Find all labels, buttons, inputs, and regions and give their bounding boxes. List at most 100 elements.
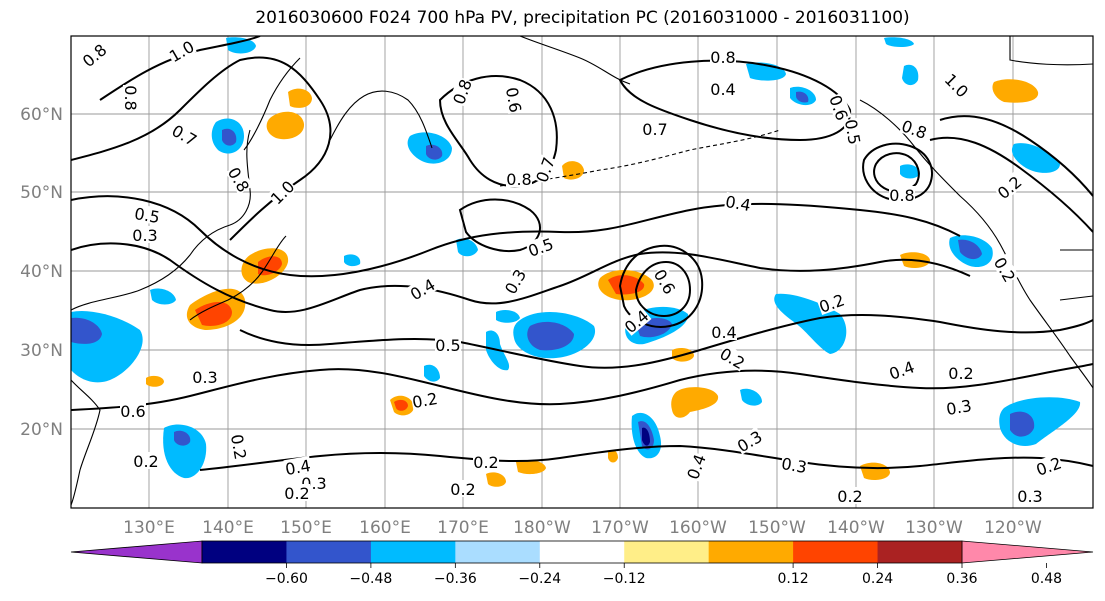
pv-contour-line (199, 444, 1093, 471)
contour-label-bg (506, 170, 532, 187)
precip-patch (288, 88, 312, 108)
colorbar-swatch (370, 541, 456, 563)
contour-label: 0.5 (841, 118, 864, 146)
colorbar-tick-label: −0.60 (265, 571, 308, 587)
pv-contour-line (458, 198, 541, 252)
contour-label-bg (228, 432, 251, 462)
graticule (71, 36, 1093, 508)
contour-label: 0.3 (945, 396, 973, 419)
longitude-label: 140°E (202, 518, 254, 538)
precip-patch (1010, 411, 1035, 437)
contour-label: 0.4 (711, 323, 736, 342)
colorbar: −0.60 −0.48 −0.36 −0.24 −0.12 0.12 0.24 0.36 0.4… (70, 540, 1094, 587)
contour-label-group: 0.4 (710, 80, 736, 99)
longitude-label: 180°W (513, 518, 571, 538)
contour-label-bg (500, 265, 529, 297)
precip-patch (344, 254, 361, 267)
contour-label-bg (132, 203, 162, 226)
contour-label-group: 0.5 (841, 117, 865, 146)
colorbar-swatch (202, 541, 287, 563)
contour-label-bg (133, 452, 159, 469)
pv-contour-line (929, 136, 1093, 233)
contour-label-bg (816, 290, 847, 316)
contour-label-bg (120, 402, 146, 419)
longitude-label: 130°E (123, 518, 175, 538)
contour-label-group: 0.2 (837, 487, 863, 506)
longitude-label: 150°W (748, 518, 806, 538)
precip-shading (71, 37, 1081, 487)
contour-label-group: 0.2 (227, 432, 251, 462)
contour-label: 0.6 (502, 86, 525, 114)
colorbar-tick-label: 0.12 (778, 571, 809, 587)
contour-label-group: 0.4 (724, 191, 753, 215)
precip-patch (496, 310, 520, 323)
contour-label: 0.4 (284, 456, 312, 479)
contour-label: 0.7 (642, 120, 667, 139)
colorbar-tick-label: 0.24 (862, 571, 893, 587)
pv-contours (71, 36, 1093, 471)
precip-patch (424, 364, 440, 382)
contour-label-bg (733, 426, 765, 455)
precip-patch (195, 302, 232, 326)
colorbar-tick-label: −0.24 (518, 571, 561, 587)
contour-label: 0.3 (192, 368, 217, 387)
contour-label-bg (225, 163, 254, 195)
contour-label-bg (710, 80, 736, 97)
contour-labels: 0.8 1.00.80.70.50.31.00.80.80.70.60.80.70… (78, 36, 1064, 506)
latitude-label: 20°N (20, 420, 63, 440)
contour-label-group: 0.8 (506, 170, 532, 189)
precip-patch (958, 239, 982, 260)
precip-patch (226, 37, 256, 54)
contour-label: 0.4 (710, 80, 735, 99)
contour-label-bg (642, 120, 668, 137)
pv-contour-line (862, 142, 933, 202)
latitude-labels: 60°N 50°N 40°N 30°N 20°N (20, 105, 63, 440)
us-mexico-border (1059, 295, 1093, 301)
contour-label-group: 0.3 (1017, 487, 1043, 506)
contour-label: 0.3 (1017, 487, 1042, 506)
contour-label-bg (993, 171, 1025, 202)
contour-label-bg (948, 364, 974, 381)
precip-patch (992, 79, 1039, 103)
contour-label-group: 0.8 (889, 186, 915, 205)
china-coastline (71, 379, 101, 506)
contour-label-group: 0.3 (132, 226, 158, 245)
colorbar-extend-max (961, 540, 1094, 564)
japan-coastline (189, 235, 287, 321)
contour-label: 0.4 (724, 192, 752, 215)
sakhalin-coastline (243, 57, 301, 151)
colorbar-swatch (286, 541, 372, 563)
north-america-coastline (859, 99, 1093, 389)
map-frame (70, 35, 1094, 509)
contour-label-bg (192, 368, 218, 385)
pv-contour-line (239, 314, 1093, 369)
contour-label-bg (283, 455, 313, 478)
precip-patch (1011, 143, 1060, 173)
longitude-label: 140°W (827, 518, 885, 538)
contour-label-group: 0.3 (192, 368, 218, 387)
colorbar-swatch (793, 541, 879, 563)
contour-label-bg (941, 69, 973, 101)
contour-label-bg (944, 395, 974, 418)
contour-label-bg (991, 253, 1020, 285)
precip-patch (608, 450, 618, 463)
precip-patch (884, 37, 914, 47)
colorbar-outline (201, 540, 963, 564)
alaska-border (1009, 36, 1093, 66)
contour-label-bg (779, 453, 809, 476)
contour-label: 0.8 (506, 170, 531, 189)
colorbar-swatch (539, 541, 625, 563)
contour-label-group: 0.2 (948, 364, 974, 383)
longitude-label: 130°W (905, 518, 963, 538)
contour-label-group: 0.2 (133, 452, 159, 471)
precip-patch (174, 430, 191, 446)
colorbar-extend-min (70, 540, 203, 564)
longitude-labels: 130°E 140°E 150°E 160°E 170°E 180°W 170°W 160°W… (123, 518, 1042, 538)
contour-label-group: 0.2 (450, 480, 476, 499)
contour-label-bg (78, 39, 110, 70)
longitude-label: 160°E (359, 518, 411, 538)
precip-patch (394, 399, 408, 411)
contour-label-bg (132, 226, 158, 243)
contour-label: 0.2 (227, 433, 250, 461)
